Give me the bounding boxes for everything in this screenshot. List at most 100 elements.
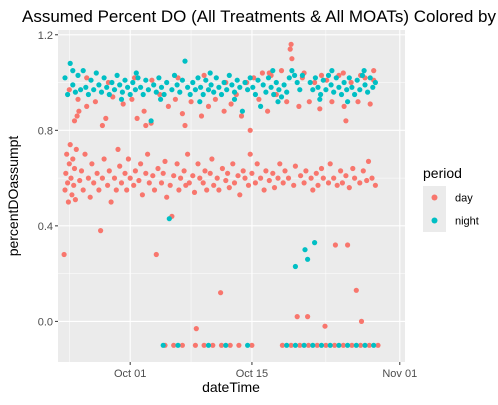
point-night xyxy=(318,342,325,348)
data-points xyxy=(61,41,381,348)
point-night xyxy=(276,87,282,93)
point-night xyxy=(331,89,337,95)
point-night xyxy=(171,72,178,78)
point-night xyxy=(292,342,298,348)
point-night xyxy=(301,342,307,348)
point-night xyxy=(234,77,240,83)
point-day xyxy=(160,170,166,176)
point-night xyxy=(174,82,180,88)
point-night xyxy=(226,72,232,78)
point-day xyxy=(294,314,300,320)
point-night xyxy=(185,84,191,90)
point-night xyxy=(242,79,248,86)
point-day xyxy=(279,342,285,348)
point-day xyxy=(277,161,283,167)
point-night xyxy=(75,72,81,78)
point-night xyxy=(111,87,118,93)
point-day xyxy=(197,175,203,181)
y-tick-label: 0.8 xyxy=(38,125,53,137)
point-day xyxy=(67,142,73,148)
point-day xyxy=(182,122,188,129)
point-day xyxy=(63,170,69,176)
point-day xyxy=(214,175,220,181)
point-day xyxy=(369,175,375,181)
point-night xyxy=(345,342,351,348)
point-day xyxy=(150,173,156,179)
point-day xyxy=(171,173,177,179)
point-night xyxy=(80,68,86,74)
point-day xyxy=(270,170,276,176)
point-day xyxy=(317,106,323,112)
point-night xyxy=(67,60,73,66)
point-night xyxy=(192,87,198,93)
point-night xyxy=(357,87,363,93)
point-night xyxy=(83,84,89,90)
point-day xyxy=(65,180,71,186)
legend: period day night xyxy=(423,165,479,232)
point-day xyxy=(345,242,351,248)
point-day xyxy=(70,156,76,162)
point-night xyxy=(371,342,377,348)
point-day xyxy=(261,187,267,193)
point-night xyxy=(114,72,120,78)
point-night xyxy=(197,99,203,105)
point-day xyxy=(115,146,121,152)
point-day xyxy=(339,180,345,186)
point-day xyxy=(263,168,269,174)
point-night xyxy=(329,68,335,74)
point-day xyxy=(343,118,349,124)
point-day xyxy=(117,163,123,169)
point-night xyxy=(153,89,159,95)
point-night xyxy=(231,89,238,95)
point-night xyxy=(200,91,206,98)
point-night xyxy=(106,91,112,98)
point-night xyxy=(164,79,170,86)
point-day xyxy=(62,187,68,193)
y-tick-label: 0.4 xyxy=(38,221,53,233)
point-day xyxy=(129,96,135,102)
point-night xyxy=(130,79,136,86)
point-night xyxy=(182,58,188,64)
point-night xyxy=(349,84,355,90)
point-day xyxy=(158,180,165,186)
point-night xyxy=(190,79,196,86)
point-night xyxy=(318,91,324,98)
point-day xyxy=(139,192,145,198)
legend-title: period xyxy=(423,165,462,181)
point-day xyxy=(332,242,338,248)
point-night xyxy=(367,75,373,81)
point-night xyxy=(341,79,347,86)
point-day xyxy=(313,170,319,176)
point-day xyxy=(314,342,320,348)
point-day xyxy=(256,96,262,102)
point-day xyxy=(305,342,312,348)
point-day xyxy=(73,146,79,152)
point-day xyxy=(350,165,356,172)
point-night xyxy=(344,87,350,93)
point-day xyxy=(165,103,171,109)
point-night xyxy=(122,77,128,83)
point-day xyxy=(85,175,91,181)
point-night xyxy=(292,263,298,270)
point-night xyxy=(297,87,303,93)
point-night xyxy=(359,72,365,78)
point-night xyxy=(252,91,258,98)
point-day xyxy=(66,87,72,93)
point-night xyxy=(125,84,131,90)
axis-ticks: 0.0 0.4 0.8 1.2 Oct 01 Oct 15 Nov 01 xyxy=(38,30,418,380)
point-night xyxy=(258,103,264,109)
point-day xyxy=(278,68,285,74)
x-tick-label: Oct 15 xyxy=(236,368,268,380)
point-day xyxy=(78,168,85,174)
point-day xyxy=(325,180,332,186)
point-night xyxy=(302,247,308,253)
chart-title: Assumed Percent DO (All Treatments & All… xyxy=(22,7,498,26)
point-night xyxy=(101,75,107,81)
point-day xyxy=(340,342,346,348)
point-day xyxy=(266,177,272,184)
point-day xyxy=(360,168,366,174)
point-night xyxy=(352,91,358,98)
point-day xyxy=(61,251,67,258)
point-night xyxy=(312,240,318,246)
point-day xyxy=(149,77,155,83)
